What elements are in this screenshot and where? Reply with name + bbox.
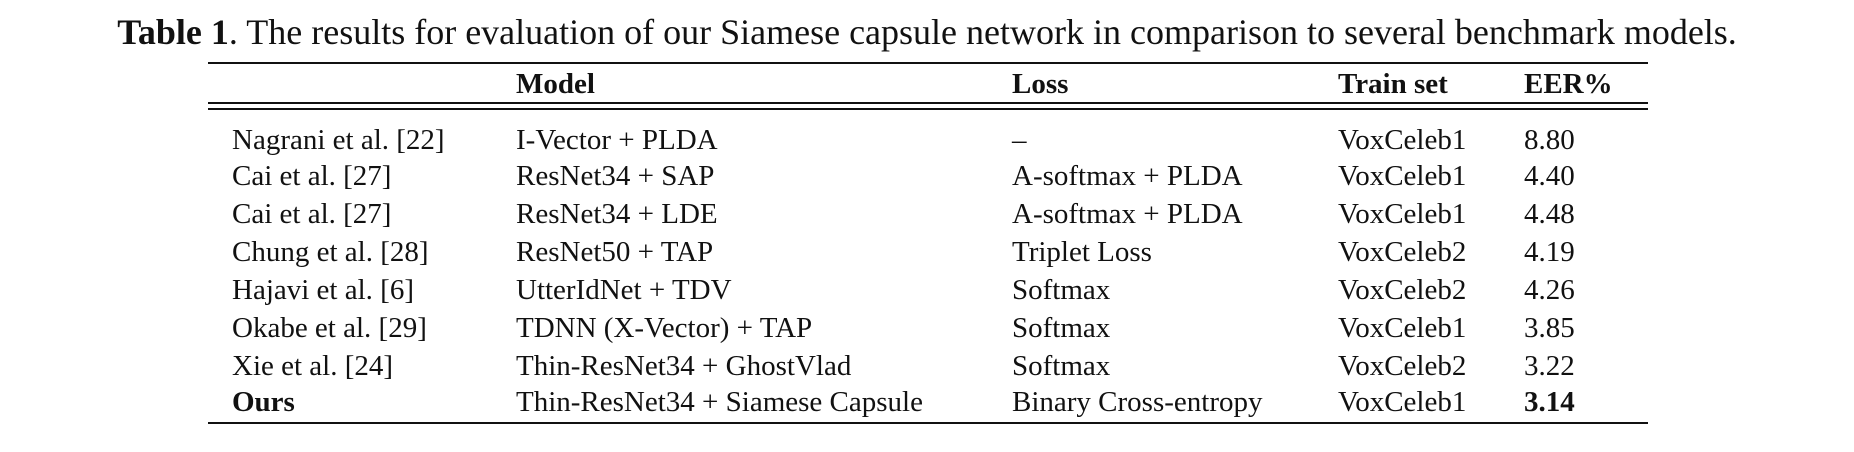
table-row-ours: Ours Thin-ResNet34 + Siamese Capsule Bin… [208, 385, 1648, 424]
header-reference [208, 62, 516, 104]
cell-train-set: VoxCeleb2 [1338, 235, 1467, 268]
cell-train-set: VoxCeleb2 [1338, 273, 1467, 306]
cell-model: UtterIdNet + TDV [516, 273, 732, 306]
cell-eer: 4.40 [1524, 159, 1575, 192]
results-table-container: Model Loss Train set EER% Nagrani et al.… [208, 62, 1648, 424]
cell-loss: Binary Cross-entropy [1012, 385, 1338, 424]
table-row: Cai et al. [27] ResNet34 + SAP A-softmax… [208, 157, 1648, 195]
cell-reference: Nagrani et al. [22] [232, 124, 445, 156]
cell-eer: 3.14 [1524, 385, 1648, 424]
cell-loss: A-softmax + PLDA [1012, 159, 1243, 192]
table-caption: Table 1. The results for evaluation of o… [0, 10, 1854, 54]
header-train-set: Train set [1338, 62, 1524, 104]
cell-train-set: VoxCeleb1 [1338, 159, 1467, 192]
caption-text: . The results for evaluation of our Siam… [228, 12, 1737, 52]
cell-reference: Ours [208, 385, 516, 424]
cell-eer: 4.26 [1524, 273, 1575, 306]
cell-model: TDNN (X-Vector) + TAP [516, 311, 813, 344]
table-row: Okabe et al. [29] TDNN (X-Vector) + TAP … [208, 309, 1648, 347]
cell-loss: A-softmax + PLDA [1012, 197, 1243, 230]
cell-loss: Softmax [1012, 273, 1111, 306]
table-row: Nagrani et al. [22] I-Vector + PLDA – Vo… [208, 109, 1648, 157]
cell-reference: Cai et al. [27] [232, 197, 392, 230]
results-table: Model Loss Train set EER% Nagrani et al.… [208, 62, 1648, 424]
cell-loss: – [1012, 124, 1027, 156]
cell-eer: 3.22 [1524, 349, 1575, 382]
cell-model: I-Vector + PLDA [516, 124, 718, 156]
table-header-row: Model Loss Train set EER% [208, 62, 1648, 104]
header-model: Model [516, 62, 1012, 104]
double-rule-row [208, 103, 1648, 110]
cell-train-set: VoxCeleb1 [1338, 197, 1467, 230]
table-row: Xie et al. [24] Thin-ResNet34 + GhostVla… [208, 347, 1648, 385]
cell-model: ResNet34 + SAP [516, 159, 715, 192]
cell-eer: 8.80 [1524, 124, 1575, 156]
cell-model: Thin-ResNet34 + GhostVlad [516, 349, 852, 382]
cell-loss: Softmax [1012, 311, 1111, 344]
cell-eer: 3.85 [1524, 311, 1575, 344]
cell-train-set: VoxCeleb1 [1338, 124, 1467, 156]
cell-reference: Xie et al. [24] [232, 349, 394, 382]
cell-eer: 4.48 [1524, 197, 1575, 230]
cell-reference: Okabe et al. [29] [232, 311, 427, 344]
cell-reference: Cai et al. [27] [232, 159, 392, 192]
cell-reference: Hajavi et al. [6] [232, 273, 414, 306]
table-row: Chung et al. [28] ResNet50 + TAP Triplet… [208, 233, 1648, 271]
double-rule [208, 103, 1648, 110]
header-loss: Loss [1012, 62, 1338, 104]
cell-loss: Softmax [1012, 349, 1111, 382]
cell-eer: 4.19 [1524, 235, 1575, 268]
cell-model: ResNet34 + LDE [516, 197, 718, 230]
caption-label: Table 1 [117, 12, 229, 52]
cell-train-set: VoxCeleb1 [1338, 385, 1524, 424]
header-eer: EER% [1524, 62, 1648, 104]
table-row: Hajavi et al. [6] UtterIdNet + TDV Softm… [208, 271, 1648, 309]
cell-train-set: VoxCeleb1 [1338, 311, 1467, 344]
cell-model: Thin-ResNet34 + Siamese Capsule [516, 385, 1012, 424]
cell-reference: Chung et al. [28] [232, 235, 429, 268]
table-row: Cai et al. [27] ResNet34 + LDE A-softmax… [208, 195, 1648, 233]
cell-loss: Triplet Loss [1012, 235, 1152, 268]
cell-model: ResNet50 + TAP [516, 235, 714, 268]
cell-train-set: VoxCeleb2 [1338, 349, 1467, 382]
